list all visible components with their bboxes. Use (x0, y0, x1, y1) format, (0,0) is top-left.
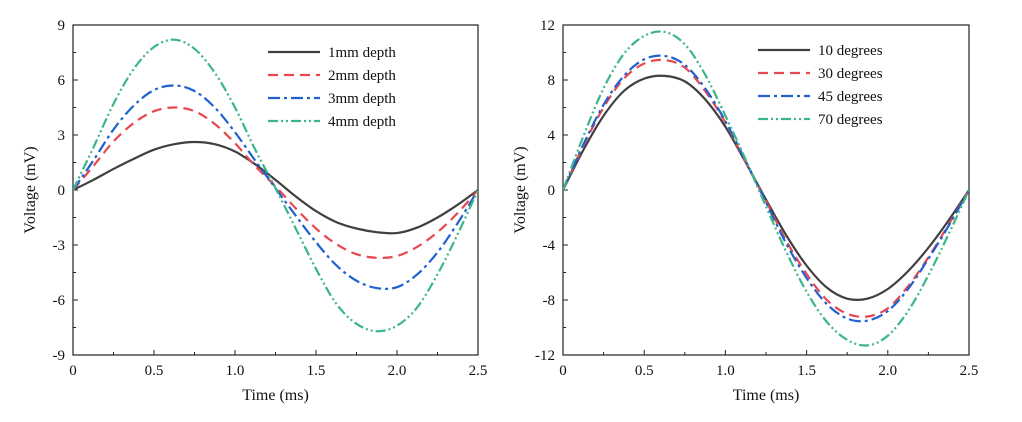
series-line-2 (563, 58, 969, 318)
series-line-4 (73, 38, 478, 333)
x-tick-label: 0.5 (635, 363, 654, 379)
legend-label-4: 70 degrees (818, 112, 883, 128)
y-tick-label: -6 (53, 293, 66, 309)
y-tick-label: -3 (53, 238, 66, 254)
legend: 10 degrees 30 degrees 45 degrees 70 degrees (758, 43, 883, 128)
y-tick-label: -4 (543, 238, 556, 254)
x-tick-label: 1.5 (797, 363, 816, 379)
x-axis-title: Time (ms) (242, 387, 309, 404)
series-line-1 (563, 74, 969, 302)
chart-panel-2: 0 0.5 1.0 1.5 2.0 2.5 12 8 4 0 -4 -8 -12 Time (ms) Vol… (512, 18, 978, 404)
y-tick-label: 9 (58, 18, 66, 34)
legend-label-4: 4mm depth (328, 114, 396, 130)
y-tick-label: 6 (58, 73, 66, 89)
y-tick-label: -9 (53, 348, 66, 364)
series-line-4 (563, 30, 969, 347)
legend: 1mm depth 2mm depth 3mm depth 4mm depth (268, 45, 396, 130)
y-tick-label: 0 (548, 183, 556, 199)
legend-label-1: 1mm depth (328, 45, 396, 61)
y-tick-label: 0 (58, 183, 66, 199)
x-tick-label: 0.5 (145, 363, 164, 379)
x-tick-label: 2.0 (388, 363, 407, 379)
legend-label-3: 3mm depth (328, 91, 396, 107)
x-tick-label: 1.5 (307, 363, 326, 379)
y-tick-label: 8 (548, 73, 556, 89)
y-axis-title: Voltage (mV) (22, 146, 39, 233)
x-tick-label: 1.0 (226, 363, 245, 379)
y-tick-label: -8 (543, 293, 556, 309)
x-tick-label: 2.0 (878, 363, 897, 379)
plot-frame (562, 24, 970, 356)
x-tick-label: 2.5 (960, 363, 979, 379)
chart-panel-1: 0 0.5 1.0 1.5 2.0 2.5 9 6 3 0 -3 -6 -9 Time (ms) Volta… (22, 18, 487, 404)
x-tick-label: 2.5 (469, 363, 488, 379)
x-axis-title: Time (ms) (733, 387, 800, 404)
x-tick-label: 0 (69, 363, 77, 379)
y-tick-label: 12 (540, 18, 555, 34)
y-tick-label: 4 (548, 128, 556, 144)
x-tick-label: 1.0 (716, 363, 735, 379)
series-line-2 (73, 106, 478, 260)
series-line-3 (563, 54, 969, 323)
series-line-1 (73, 140, 478, 235)
legend-label-1: 10 degrees (818, 43, 883, 59)
y-tick-label: 3 (58, 128, 66, 144)
legend-label-2: 30 degrees (818, 66, 883, 82)
y-axis-title: Voltage (mV) (512, 146, 529, 233)
legend-label-3: 45 degrees (818, 89, 883, 105)
x-tick-label: 0 (559, 363, 567, 379)
y-tick-label: -12 (535, 348, 555, 364)
legend-label-2: 2mm depth (328, 68, 396, 84)
